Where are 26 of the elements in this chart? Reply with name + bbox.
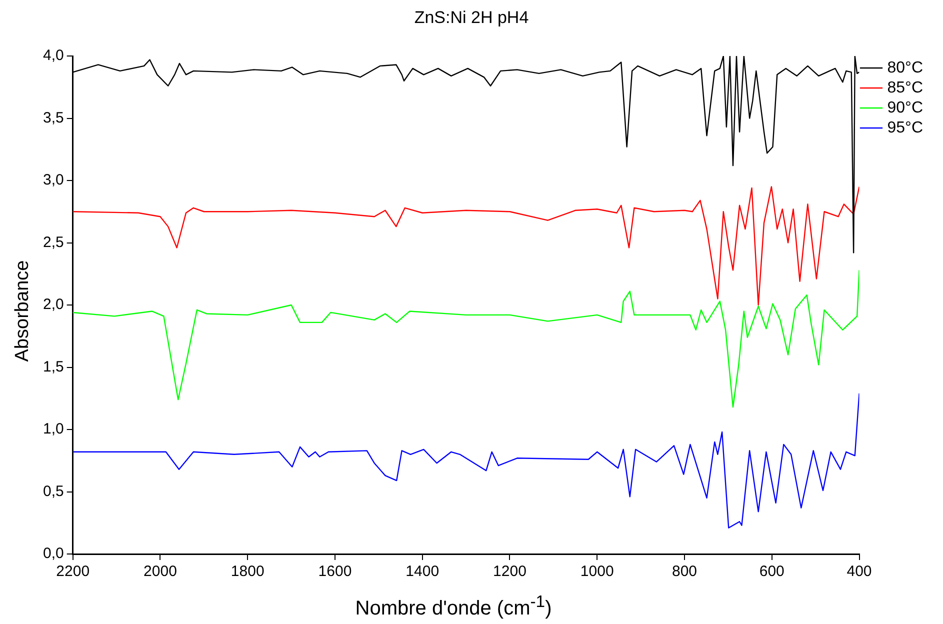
y-tick-label: 0,0 (42, 545, 64, 562)
y-tick-label: 3,5 (42, 109, 64, 126)
x-tick-label: 2200 (56, 563, 90, 580)
y-tick-label: 4,0 (42, 47, 64, 64)
y-tick-label: 1,0 (42, 420, 64, 438)
y-tick-label: 1,5 (42, 358, 64, 376)
legend-label: 95°C (887, 119, 923, 136)
x-tick-label: 1800 (230, 563, 264, 580)
x-tick-label: 2000 (144, 563, 177, 580)
x-tick-label: 400 (846, 563, 872, 580)
y-tick-label: 2,5 (42, 234, 64, 251)
x-tick-label: 1200 (493, 563, 526, 580)
legend-label: 85°C (887, 79, 923, 96)
y-tick-label: 2,0 (42, 296, 64, 314)
legend-label: 80°C (887, 59, 923, 76)
y-tick-label: 0,5 (42, 482, 64, 500)
x-tick-label: 800 (672, 563, 698, 580)
y-tick-label: 3,0 (42, 172, 64, 189)
x-tick-label: 1400 (406, 563, 440, 580)
y-axis-title: Absorbance (12, 259, 34, 364)
chart-title: ZnS:Ni 2H pH4 (413, 8, 530, 28)
x-tick-label: 1600 (318, 563, 352, 580)
x-tick-label: 1000 (580, 563, 614, 580)
legend-label: 90°C (887, 99, 923, 116)
x-tick-label: 600 (759, 563, 784, 580)
x-axis-title: Nombre d'onde (cm$^{-1}$) (354, 592, 553, 621)
